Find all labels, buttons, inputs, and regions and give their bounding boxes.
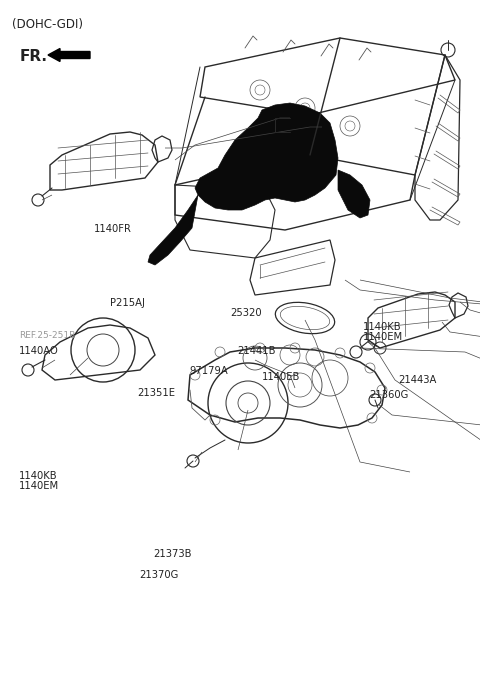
Text: 1140KB: 1140KB [362,322,401,332]
Text: 21351E: 21351E [137,388,175,398]
Polygon shape [338,170,370,218]
Text: 21360G: 21360G [370,390,409,400]
Text: 1140FR: 1140FR [94,224,132,234]
Text: 25320: 25320 [230,308,262,319]
Text: 1140EB: 1140EB [262,372,300,382]
Text: (DOHC-GDI): (DOHC-GDI) [12,18,83,31]
Text: 97179A: 97179A [190,366,228,376]
Text: 21443A: 21443A [398,375,437,385]
Text: P215AJ: P215AJ [110,298,145,308]
FancyArrow shape [48,49,90,62]
Text: 1140EM: 1140EM [19,481,60,492]
Text: 21373B: 21373B [154,549,192,559]
Text: REF.25-251B: REF.25-251B [19,331,75,340]
Text: 1140AO: 1140AO [19,346,59,356]
Polygon shape [148,195,198,265]
Text: 1140EM: 1140EM [362,332,403,342]
Text: 1140KB: 1140KB [19,471,58,481]
Polygon shape [195,103,338,210]
Text: FR.: FR. [19,49,47,64]
Text: 21441B: 21441B [238,346,276,356]
Text: 21370G: 21370G [139,570,179,580]
